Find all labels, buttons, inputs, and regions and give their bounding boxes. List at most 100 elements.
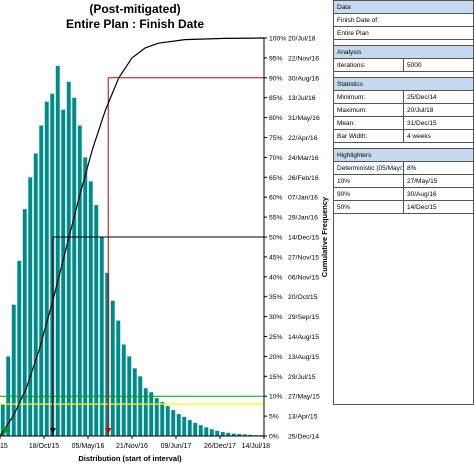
marker-10pct	[2, 428, 9, 434]
histogram-bar	[176, 414, 181, 436]
right-tick-label-pct: 40%	[269, 274, 283, 281]
histogram-bar	[215, 430, 220, 436]
marker-50pct	[49, 428, 56, 434]
analysis-header: Analysis	[333, 45, 474, 59]
right-tick-label-date: 06/Nov/15	[288, 274, 319, 281]
right-tick-label-date: 30/Aug/16	[288, 75, 319, 82]
highlighters-table: Highlighters Deterministic (05/May/15)8%…	[333, 148, 474, 214]
right-tick-label-pct: 45%	[269, 254, 283, 261]
finish-date-label: Finish Date of:	[333, 13, 474, 27]
right-tick-label-pct: 100%	[269, 36, 286, 43]
right-tick-label-pct: 65%	[269, 175, 283, 182]
summary-panel: Data Finish Date of: Entire Plan Analysi…	[333, 0, 474, 474]
right-tick-label-date: 29/Sep/15	[288, 314, 319, 321]
right-tick-label-pct: 55%	[269, 215, 283, 222]
data-header: Data	[333, 0, 474, 14]
histogram-bar	[22, 209, 27, 436]
histogram-bar	[50, 93, 55, 436]
histogram-bar	[66, 81, 71, 436]
histogram-bar	[149, 392, 154, 436]
maximum-label: Maximum:	[333, 103, 404, 117]
right-tick-label-pct: 70%	[269, 155, 283, 162]
x-tick-label: 15	[0, 443, 8, 450]
cumulative-curve	[0, 37, 265, 437]
right-tick-label-date: 29/Jan/16	[288, 215, 318, 222]
histogram-bar	[171, 410, 176, 436]
histogram-bar	[116, 320, 121, 436]
histogram-bar	[160, 402, 165, 436]
right-tick-label-date: 13/Jul/16	[288, 95, 316, 102]
p10-label: 10%	[333, 174, 404, 188]
histogram-bar	[11, 304, 16, 436]
histogram-bar	[121, 344, 126, 436]
right-tick-label-pct: 25%	[269, 334, 283, 341]
right-tick-label-pct: 95%	[269, 55, 283, 62]
p10-value: 27/May/15	[403, 174, 474, 188]
minimum-value: 25/Dec/14	[403, 90, 474, 104]
right-tick-label-pct: 50%	[269, 235, 283, 242]
histogram-bar	[33, 153, 38, 437]
right-tick-label-date: 20/Jul/18	[288, 36, 316, 43]
histogram-bar	[138, 376, 143, 436]
histogram-bar	[99, 237, 104, 436]
histogram-bar	[72, 97, 77, 436]
iterations-label: Iterations:	[333, 58, 404, 72]
deterministic-value: 8%	[403, 161, 474, 175]
histogram-bar	[88, 181, 93, 436]
histogram-bar	[165, 406, 170, 436]
histogram-bar	[61, 109, 66, 436]
histogram-bar	[237, 434, 242, 436]
highlighters-header: Highlighters	[333, 148, 474, 162]
right-tick-label-date: 31/May/16	[288, 115, 320, 122]
histogram-bar	[198, 425, 203, 436]
right-tick-label-pct: 75%	[269, 135, 283, 142]
right-tick-label-pct: 0%	[269, 434, 279, 441]
p90-value: 30/Aug/16	[403, 187, 474, 201]
right-tick-label-date: 14/Aug/15	[288, 334, 319, 341]
histogram-bar	[154, 398, 159, 436]
p50-value: 14/Dec/15	[403, 200, 474, 214]
histogram-bar	[83, 157, 88, 436]
right-tick-label-date: 27/Nov/15	[288, 254, 319, 261]
histogram-bar	[55, 65, 60, 437]
right-tick-label-pct: 85%	[269, 95, 283, 102]
right-tick-label-pct: 10%	[269, 394, 283, 401]
chart-title: (Post-mitigated)	[89, 2, 181, 16]
histogram-bar	[39, 125, 44, 436]
right-tick-label-pct: 30%	[269, 314, 283, 321]
right-tick-label-date: 07/Jan/16	[288, 195, 318, 202]
x-axis-label: Distribution (start of interval)	[78, 454, 182, 463]
histogram-chart: 100% 20/Jul/18 95% 22/Nov/16 90% 30/Aug/16 85%…	[0, 36, 329, 463]
chart-subtitle: Entire Plan : Finish Date	[65, 17, 205, 31]
mean-value: 31/Dec/15	[403, 116, 474, 130]
histogram-bar	[132, 368, 137, 436]
x-tick-label: 26/Dec/17	[204, 443, 236, 450]
histogram-bar	[220, 432, 225, 436]
x-tick-label: 14/Jul/18	[242, 443, 271, 450]
histogram-bar	[105, 272, 110, 436]
data-table: Data Finish Date of: Entire Plan	[333, 0, 474, 45]
y-axis-label: Cumulative Frequency	[320, 196, 329, 277]
histogram-bar	[143, 388, 148, 436]
right-tick-label-date: 22/Nov/16	[288, 55, 319, 62]
histogram-bar	[248, 434, 253, 436]
statistics-header: Statistics	[333, 77, 474, 91]
histogram-bar	[226, 432, 231, 436]
right-tick-label-date: 27/May/15	[288, 394, 320, 401]
right-tick-label-date: 29/Jul/15	[288, 374, 316, 381]
statistics-table: Statistics Minimum: 25/Dec/14 Maximum: 20/…	[333, 77, 474, 148]
histogram-bar	[193, 422, 198, 436]
right-tick-label-pct: 60%	[269, 195, 283, 202]
right-tick-label-date: 22/Apr/16	[288, 135, 318, 142]
histogram-bar	[187, 420, 192, 436]
right-tick-label-date: 13/Apr/15	[288, 414, 318, 421]
right-tick-label-pct: 80%	[269, 115, 283, 122]
right-tick-label-pct: 90%	[269, 75, 283, 82]
histogram-bar	[17, 260, 22, 436]
x-tick-label: 05/May/16	[72, 443, 105, 450]
x-tick-label: 18/Oct/15	[29, 443, 59, 450]
marker-90pct	[105, 428, 112, 434]
minimum-label: Minimum:	[333, 90, 404, 104]
right-tick-label-date: 20/Oct/15	[288, 294, 318, 301]
right-tick-label-date: 13/Aug/15	[288, 354, 319, 361]
